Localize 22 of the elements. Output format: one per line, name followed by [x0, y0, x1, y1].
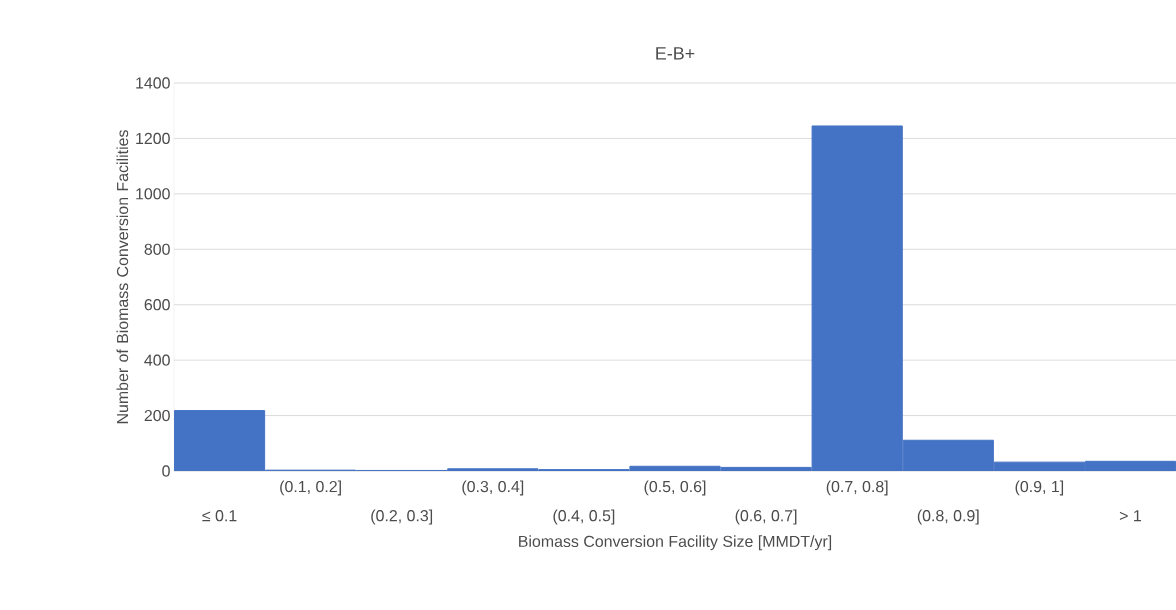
y-tick-label: 800 [144, 243, 170, 255]
y-tick-label: 1000 [136, 188, 170, 200]
x-tick-label: (0.2, 0.3] [371, 509, 433, 525]
y-tick-label: 200 [144, 409, 170, 422]
x-tick-label: (0.5, 0.6] [644, 480, 706, 496]
y-tick-label: 400 [144, 354, 170, 366]
y-tick-label: 0 [162, 465, 170, 477]
chart-title: E-B+ [656, 47, 695, 60]
y-tick-label: 1200 [136, 132, 170, 145]
x-tick-label: (0.8, 0.9] [917, 509, 979, 525]
x-tick-label: (0.4, 0.5] [553, 509, 615, 525]
y-tick-label: 600 [144, 299, 170, 311]
x-axis-title: Biomass Conversion Facility Size [MMDT/yr] [519, 535, 832, 551]
x-tick-label: (0.7, 0.8] [826, 480, 888, 496]
x-tick-label: (0.3, 0.4] [462, 480, 524, 496]
x-tick-label: (0.1, 0.2] [280, 480, 341, 496]
x-tick-label: > 1 [1119, 510, 1141, 522]
y-axis-title: Number of Biomass Conversion Facilities [116, 130, 129, 424]
x-tick-label: (0.9, 1] [1015, 480, 1064, 496]
x-tick-label: ≤ 0.1 [202, 510, 237, 522]
x-tick-label: (0.6, 0.7] [735, 509, 797, 525]
y-tick-label: 1400 [136, 77, 170, 89]
